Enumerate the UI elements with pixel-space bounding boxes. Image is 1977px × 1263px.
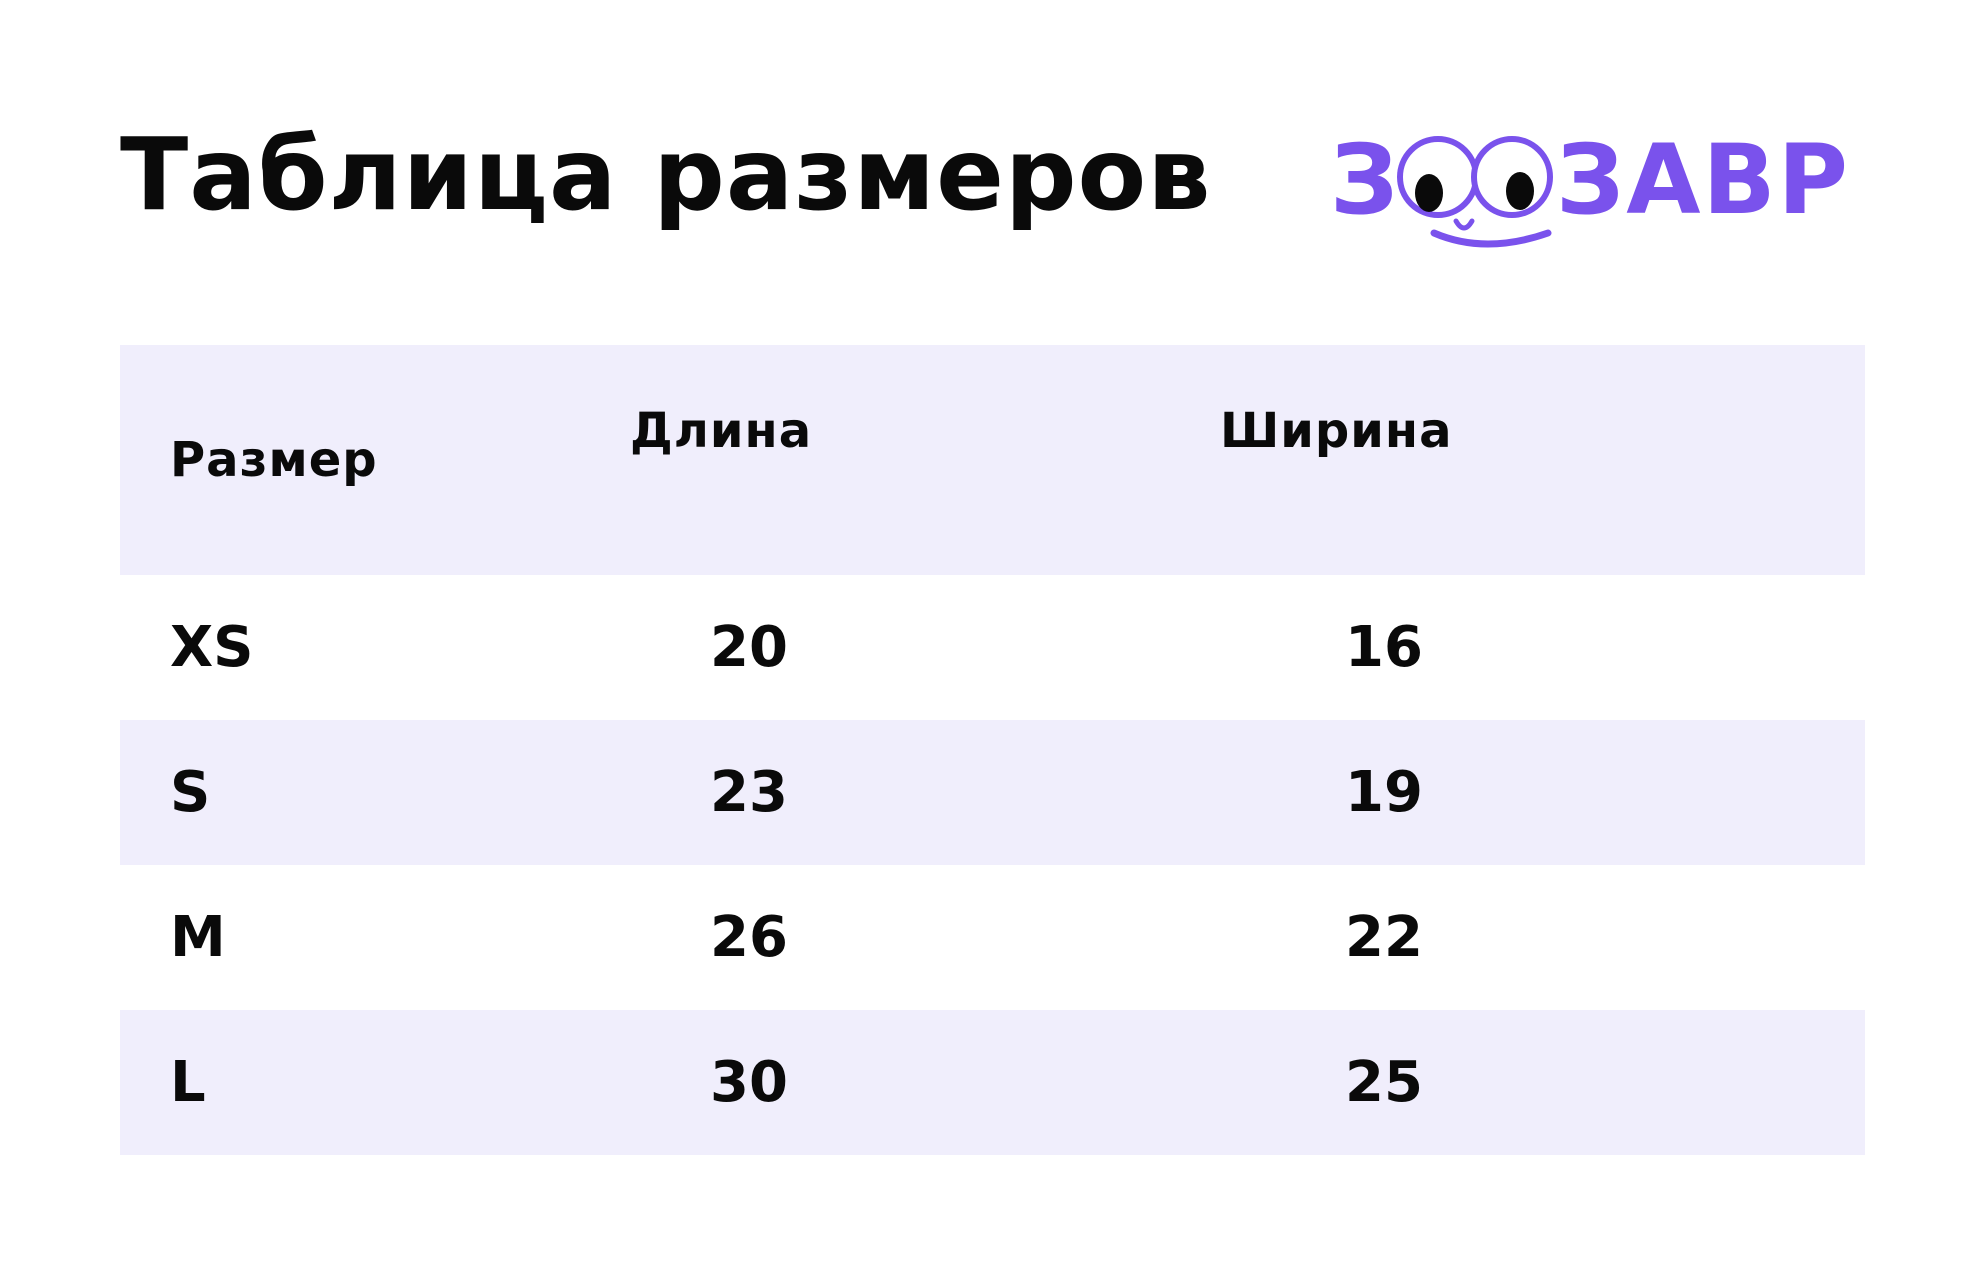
svg-text:З: З [1330,124,1398,236]
size-cell: L [170,1050,206,1115]
size-cell: M [170,905,226,970]
width-cell: 22 [1345,905,1423,970]
table-row: XS 20 16 [120,575,1865,720]
svg-text:ЗАВР: ЗАВР [1556,124,1850,236]
width-cell: 25 [1345,1050,1423,1115]
size-cell: XS [170,615,254,680]
length-cell: 23 [710,760,788,825]
table-row: L 30 25 [120,1010,1865,1155]
length-cell: 30 [710,1050,788,1115]
width-cell: 16 [1345,615,1423,680]
table-row: S 23 19 [120,720,1865,865]
size-cell: S [170,760,211,825]
zoozavr-logo: З ЗАВР [1330,115,1930,265]
length-cell: 26 [710,905,788,970]
column-header-length: Длина [630,403,813,459]
table-header-row: Размер Длина Ширина [120,345,1865,575]
page-title: Таблица размеров [120,116,1212,233]
table-row: M 26 22 [120,865,1865,1010]
width-cell: 19 [1345,760,1423,825]
size-table: Размер Длина Ширина XS 20 16 S 23 19 M 2… [120,345,1865,1155]
column-header-width: Ширина [1220,403,1453,459]
column-header-size: Размер [170,432,378,488]
length-cell: 20 [710,615,788,680]
